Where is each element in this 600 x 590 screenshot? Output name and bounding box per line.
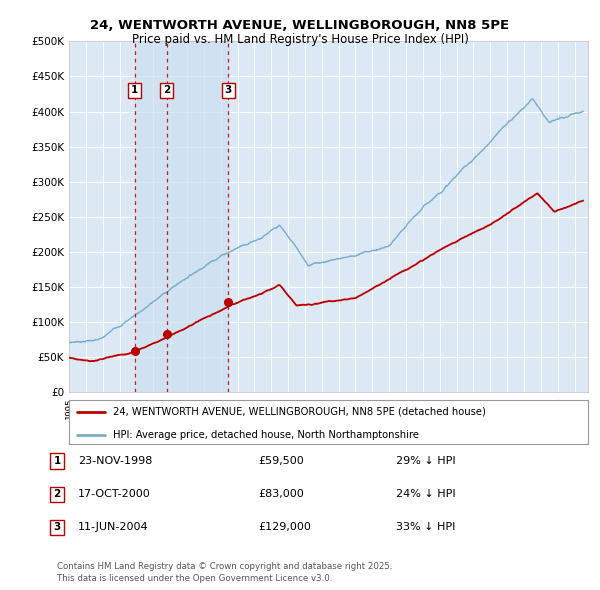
Text: 1: 1 — [53, 457, 61, 466]
Text: HPI: Average price, detached house, North Northamptonshire: HPI: Average price, detached house, Nort… — [113, 430, 419, 440]
Text: £129,000: £129,000 — [258, 523, 311, 532]
Text: 17-OCT-2000: 17-OCT-2000 — [78, 490, 151, 499]
Text: 24% ↓ HPI: 24% ↓ HPI — [396, 490, 455, 499]
Text: 1: 1 — [131, 86, 139, 96]
Text: £83,000: £83,000 — [258, 490, 304, 499]
Text: 23-NOV-1998: 23-NOV-1998 — [78, 457, 152, 466]
Text: 2: 2 — [53, 490, 61, 499]
Text: 3: 3 — [224, 86, 232, 96]
Text: 11-JUN-2004: 11-JUN-2004 — [78, 523, 149, 532]
Text: £59,500: £59,500 — [258, 457, 304, 466]
Bar — [135, 41, 228, 392]
Text: Price paid vs. HM Land Registry's House Price Index (HPI): Price paid vs. HM Land Registry's House … — [131, 33, 469, 46]
Text: 2: 2 — [163, 86, 170, 96]
Text: Contains HM Land Registry data © Crown copyright and database right 2025.
This d: Contains HM Land Registry data © Crown c… — [57, 562, 392, 583]
Text: 3: 3 — [53, 523, 61, 532]
Text: 24, WENTWORTH AVENUE, WELLINGBOROUGH, NN8 5PE (detached house): 24, WENTWORTH AVENUE, WELLINGBOROUGH, NN… — [113, 407, 486, 417]
Text: 24, WENTWORTH AVENUE, WELLINGBOROUGH, NN8 5PE: 24, WENTWORTH AVENUE, WELLINGBOROUGH, NN… — [91, 19, 509, 32]
Text: 29% ↓ HPI: 29% ↓ HPI — [396, 457, 455, 466]
Text: 33% ↓ HPI: 33% ↓ HPI — [396, 523, 455, 532]
